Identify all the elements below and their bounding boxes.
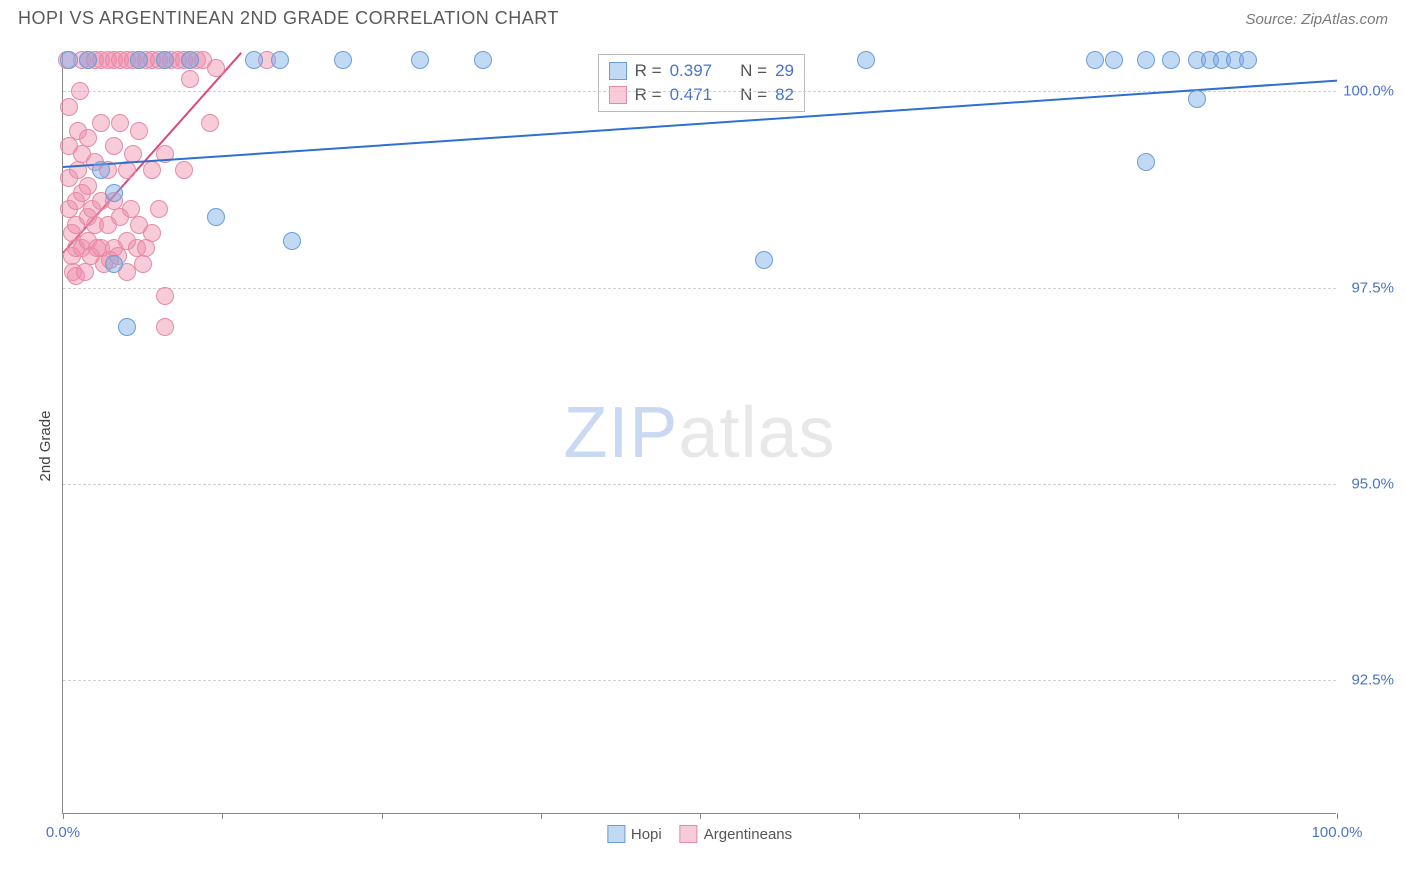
data-point-hopi [1137, 51, 1155, 69]
data-point-argentineans [137, 239, 155, 257]
data-point-argentineans [130, 122, 148, 140]
x-tick [63, 813, 64, 819]
data-point-argentineans [60, 98, 78, 116]
data-point-hopi [156, 51, 174, 69]
data-point-argentineans [156, 318, 174, 336]
legend-item: Argentineans [680, 825, 792, 843]
x-tick [1178, 813, 1179, 819]
data-point-hopi [92, 161, 110, 179]
data-point-hopi [60, 51, 78, 69]
data-point-argentineans [143, 161, 161, 179]
x-tick [541, 813, 542, 819]
data-point-argentineans [201, 114, 219, 132]
chart-area: 2nd Grade ZIPatlas R = 0.397N = 29R = 0.… [0, 40, 1406, 852]
x-tick [700, 813, 701, 819]
data-point-argentineans [181, 70, 199, 88]
stats-n-label: N = [740, 85, 767, 105]
data-point-hopi [283, 232, 301, 250]
chart-title: HOPI VS ARGENTINEAN 2ND GRADE CORRELATIO… [18, 8, 559, 29]
data-point-hopi [474, 51, 492, 69]
legend-item: Hopi [607, 825, 662, 843]
data-point-hopi [411, 51, 429, 69]
stats-r-label: R = [635, 61, 662, 81]
data-point-hopi [1086, 51, 1104, 69]
legend-swatch [680, 825, 698, 843]
legend-swatch [609, 62, 627, 80]
data-point-hopi [105, 255, 123, 273]
chart-legend: Hopi Argentineans [607, 825, 792, 843]
data-point-hopi [181, 51, 199, 69]
chart-source: Source: ZipAtlas.com [1245, 11, 1388, 28]
data-point-argentineans [143, 224, 161, 242]
y-tick-label: 97.5% [1351, 279, 1394, 296]
data-point-hopi [1105, 51, 1123, 69]
data-point-hopi [130, 51, 148, 69]
data-point-hopi [105, 184, 123, 202]
data-point-hopi [755, 251, 773, 269]
data-point-hopi [1162, 51, 1180, 69]
data-point-argentineans [134, 255, 152, 273]
data-point-argentineans [150, 200, 168, 218]
gridline-h [63, 484, 1336, 485]
legend-label: Hopi [631, 826, 662, 843]
stats-row: R = 0.471 N = 82 [609, 83, 794, 107]
watermark-zip: ZIP [563, 393, 678, 473]
data-point-hopi [1137, 153, 1155, 171]
stats-r-value: 0.397 [670, 61, 713, 81]
data-point-hopi [245, 51, 263, 69]
data-point-hopi [207, 208, 225, 226]
y-tick-label: 100.0% [1343, 83, 1394, 100]
data-point-argentineans [156, 287, 174, 305]
x-tick [859, 813, 860, 819]
data-point-argentineans [175, 161, 193, 179]
stats-r-value: 0.471 [670, 85, 713, 105]
y-tick-label: 95.0% [1351, 476, 1394, 493]
legend-label: Argentineans [704, 826, 792, 843]
y-tick-label: 92.5% [1351, 672, 1394, 689]
data-point-argentineans [92, 114, 110, 132]
watermark: ZIPatlas [563, 392, 835, 474]
gridline-h [63, 680, 1336, 681]
stats-r-label: R = [635, 85, 662, 105]
data-point-argentineans [207, 59, 225, 77]
stats-box: R = 0.397 N = 29 R = 0.471 N = 82 [598, 54, 805, 112]
data-point-hopi [79, 51, 97, 69]
data-point-hopi [334, 51, 352, 69]
stats-n-value: 29 [775, 61, 794, 81]
legend-swatch [609, 86, 627, 104]
x-tick-label: 100.0% [1312, 824, 1363, 841]
y-axis-label: 2nd Grade [37, 411, 54, 482]
scatter-plot: ZIPatlas R = 0.397N = 29R = 0.471N = 82 … [62, 52, 1336, 814]
stats-n-value: 82 [775, 85, 794, 105]
watermark-atlas: atlas [678, 393, 835, 473]
data-point-hopi [271, 51, 289, 69]
data-point-hopi [1239, 51, 1257, 69]
data-point-argentineans [79, 129, 97, 147]
data-point-hopi [857, 51, 875, 69]
data-point-argentineans [76, 263, 94, 281]
x-tick [1019, 813, 1020, 819]
data-point-hopi [1188, 90, 1206, 108]
x-tick [222, 813, 223, 819]
data-point-argentineans [71, 82, 89, 100]
data-point-argentineans [105, 137, 123, 155]
x-tick [1337, 813, 1338, 819]
x-tick [382, 813, 383, 819]
chart-header: HOPI VS ARGENTINEAN 2ND GRADE CORRELATIO… [0, 0, 1406, 29]
data-point-hopi [118, 318, 136, 336]
stats-row: R = 0.397 N = 29 [609, 59, 794, 83]
stats-n-label: N = [740, 61, 767, 81]
data-point-argentineans [79, 177, 97, 195]
data-point-argentineans [111, 114, 129, 132]
gridline-h [63, 288, 1336, 289]
x-tick-label: 0.0% [46, 824, 80, 841]
legend-swatch [607, 825, 625, 843]
